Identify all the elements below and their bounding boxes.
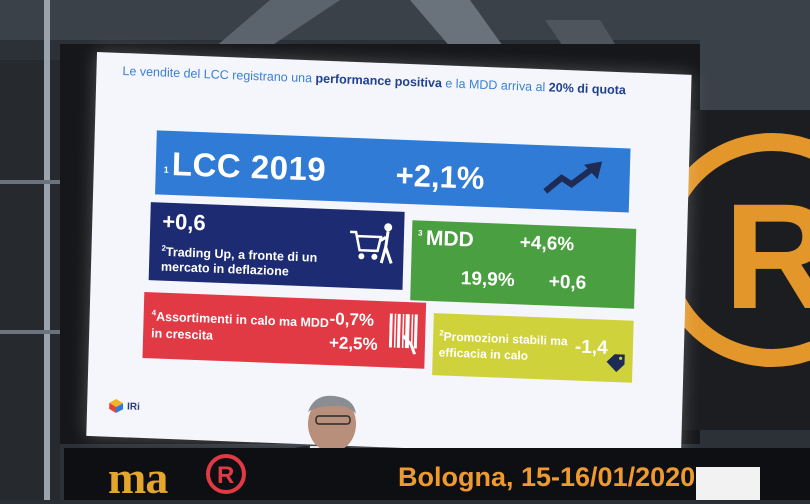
event-brand: ma (108, 452, 168, 503)
iri-logo: IRi (109, 398, 141, 414)
right-wall: R (672, 110, 810, 430)
lcc-label: LCC 2019 (171, 144, 327, 188)
mdd-value-growth: +4,6% (519, 232, 575, 256)
assortimenti-value-2: +2,5% (328, 333, 378, 354)
promozioni-value: -1,4 (574, 336, 608, 359)
mdd-box: 3 MDD +4,6% 19,9% +0,6 (410, 220, 637, 309)
trend-up-icon (543, 161, 603, 194)
promozioni-box: 2Promozioni stabili ma efficacia in calo… (432, 313, 634, 383)
registered-mark-icon: R (206, 454, 246, 494)
event-location-dates: Bologna, 15-16/01/2020 (398, 462, 696, 492)
assortimenti-value-1: -0,7% (329, 309, 375, 330)
mdd-value-share: 19,9% (460, 268, 515, 292)
svg-text:R: R (724, 172, 810, 340)
shopping-cart-person-icon (350, 223, 393, 264)
event-banner (64, 448, 810, 500)
mdd-value-share-change: +0,6 (548, 271, 587, 294)
copyright-note (467, 424, 667, 432)
lcc-value: +2,1% (395, 157, 485, 196)
assortimenti-box: 4Assortimenti in calo ma MDD in crescita… (142, 291, 427, 369)
mdd-footnote: 3 (417, 228, 423, 238)
trading-value: +0,6 (161, 208, 207, 236)
presentation-slide: Le vendite del LCC registrano una perfor… (86, 52, 692, 459)
registered-logo-icon: R (672, 133, 810, 367)
iri-logo-text: IRi (126, 400, 141, 413)
svg-text:R: R (217, 462, 234, 489)
assortimenti-text: 4Assortimenti in calo ma MDD in crescita (150, 308, 330, 343)
price-tag-icon (606, 354, 625, 373)
lcc-box: 1 LCC 2019 +2,1% (155, 130, 631, 213)
promozioni-text: 2Promozioni stabili ma efficacia in calo (438, 328, 568, 363)
barcode-icon (388, 313, 418, 355)
trading-text: 2Trading Up, a fronte di un mercato in d… (160, 243, 318, 279)
lcc-footnote: 1 (163, 164, 169, 175)
mdd-label: MDD (425, 226, 475, 252)
sponsor-logo (696, 467, 760, 500)
trading-up-box: +0,6 2Trading Up, a fronte di un mercato… (148, 202, 405, 290)
iri-cube-icon (109, 398, 124, 413)
